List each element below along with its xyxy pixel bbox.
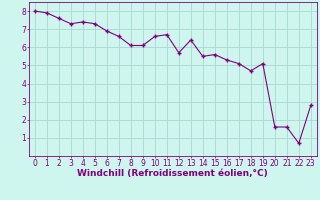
X-axis label: Windchill (Refroidissement éolien,°C): Windchill (Refroidissement éolien,°C)	[77, 169, 268, 178]
